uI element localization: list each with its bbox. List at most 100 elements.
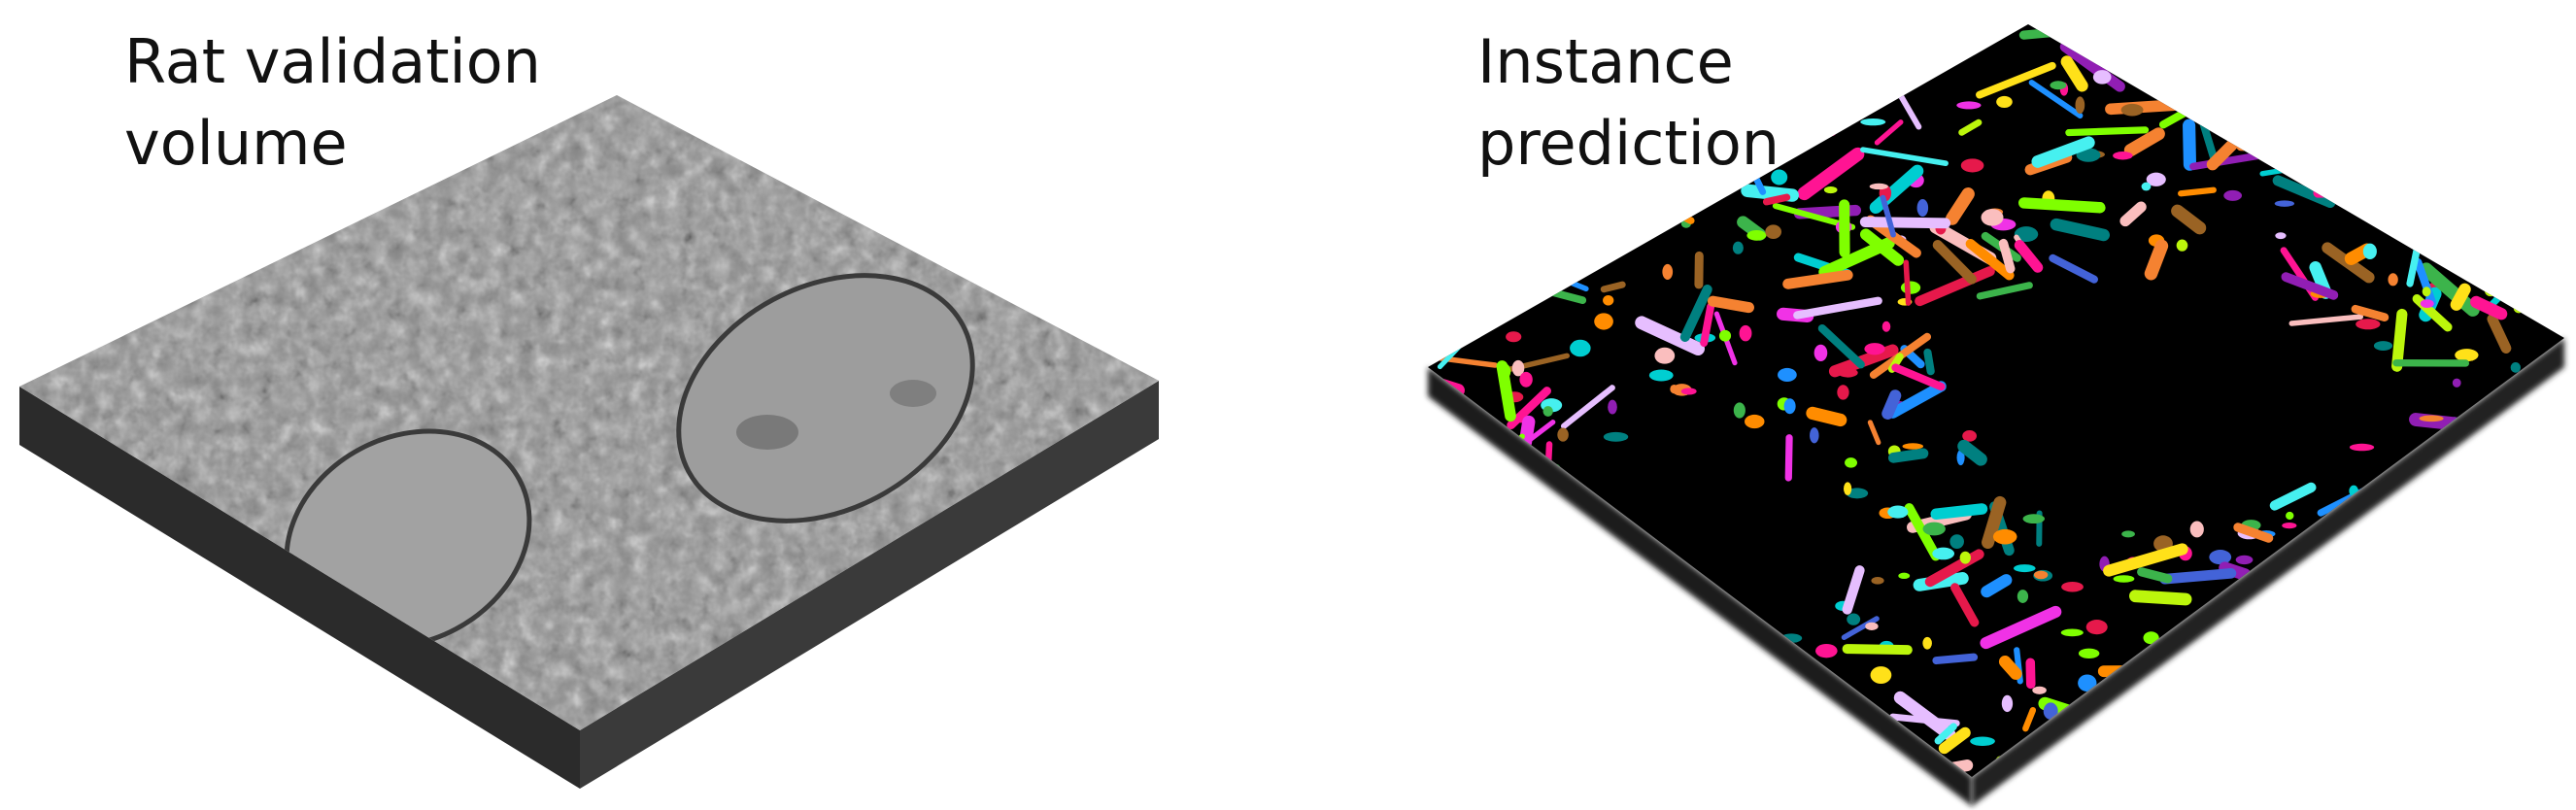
instance-segment [1867,420,1881,446]
instance-blob [1428,710,1434,722]
instance-segment [1957,439,1987,466]
instance-segment [2132,672,2216,702]
instance-blob [2198,33,2218,45]
instance-blob [1733,402,1746,419]
instance-blob [1949,534,1964,550]
instance-blob [2397,71,2419,82]
instance-segment [2254,601,2319,646]
instance-blob [2512,465,2537,472]
instance-blob [2303,603,2326,611]
instance-blob [2546,104,2556,111]
instance-blob [1644,766,1664,777]
instance-segment [1896,90,1922,130]
instance-blob [2495,508,2516,521]
instance-blob [1783,398,1796,415]
instance-segment [1980,605,2062,650]
instance-segment [2272,175,2336,209]
instance-segment [2178,186,2217,197]
instance-blob [2525,217,2535,234]
instance-blob [1524,729,1541,747]
instance-blob [2022,514,2045,524]
instance-blob [2014,564,2036,573]
instance-segment [2018,197,2106,214]
instance-blob [2448,481,2468,491]
instance-blob [2424,66,2438,76]
instance-blob [1648,369,1674,382]
instance-blob [2120,103,2144,117]
instance-segment [2236,143,2309,154]
instance-segment [1700,302,1715,348]
instance-segment [2517,517,2557,569]
instance-blob [1663,666,1679,680]
instance-segment [1981,574,2013,598]
instance-segment [1713,715,1730,744]
instance-blob [1438,53,1453,63]
instance-blob [2355,600,2377,611]
instance-blob [2444,111,2458,121]
instance-blob [2320,51,2332,63]
instance-segment [2431,94,2450,139]
instance-blob [2478,169,2494,180]
instance-segment [1457,632,1491,675]
instance-blob [1881,321,1891,332]
instance-blob [2391,696,2410,703]
instance-segment [2139,24,2230,34]
instance-blob [2357,677,2376,692]
instance-segment [1823,50,1850,88]
instance-blob [1672,768,1692,777]
instance-blob [1844,482,1852,495]
instance-segment [2361,625,2394,654]
instance-blob [2431,85,2457,92]
instance-segment [2488,278,2519,309]
instance-blob [1566,109,1587,124]
instance-blob [1557,427,1569,442]
instance-blob [2283,732,2297,748]
instance-blob [2432,93,2457,108]
instance-blob [2254,24,2270,34]
instance-blob [2189,521,2204,538]
instance-segment [1547,111,1636,136]
instance-segment [2391,308,2408,372]
instance-blob [2510,362,2521,373]
instance-blob [2141,770,2152,777]
instance-blob [2458,493,2468,501]
instance-blob [1491,704,1506,712]
instance-segment [1535,266,1589,292]
instance-blob [2549,750,2564,765]
instance-blob [2373,341,2393,352]
instance-blob [2017,775,2037,777]
instance-blob [2322,735,2348,748]
instance-blob [1507,139,1521,148]
instance-blob [2014,226,2039,243]
instance-blob [1858,97,1875,116]
instance-blob [1428,520,1435,527]
instance-blob [2113,152,2133,160]
instance-blob [2354,73,2375,84]
instance-segment [2452,641,2489,667]
instance-blob [1836,51,1855,59]
instance-blob [2340,153,2358,161]
instance-segment [2157,735,2224,770]
instance-blob [1432,120,1454,134]
instance-blob [1603,431,1629,442]
instance-segment [2060,55,2088,92]
instance-blob [1608,399,1617,415]
instance-segment [2065,126,2150,137]
instance-prediction-rendering [1428,24,2564,806]
instance-blob [2430,599,2457,611]
instance-blob [2550,607,2564,624]
instance-blob [1432,514,1447,525]
instance-blob [1507,608,1533,624]
instance-blob [1871,577,1884,585]
instance-segment [1998,238,2016,274]
instance-blob [2372,681,2396,695]
instance-blob [1688,116,1709,128]
instance-blob [2547,288,2557,297]
instance-segment [2381,44,2416,53]
instance-segment [2049,253,2098,284]
instance-blob [1453,499,1463,508]
instance-blob [2060,628,2084,637]
instance-blob [1619,212,1636,221]
instance-segment [2492,139,2545,157]
